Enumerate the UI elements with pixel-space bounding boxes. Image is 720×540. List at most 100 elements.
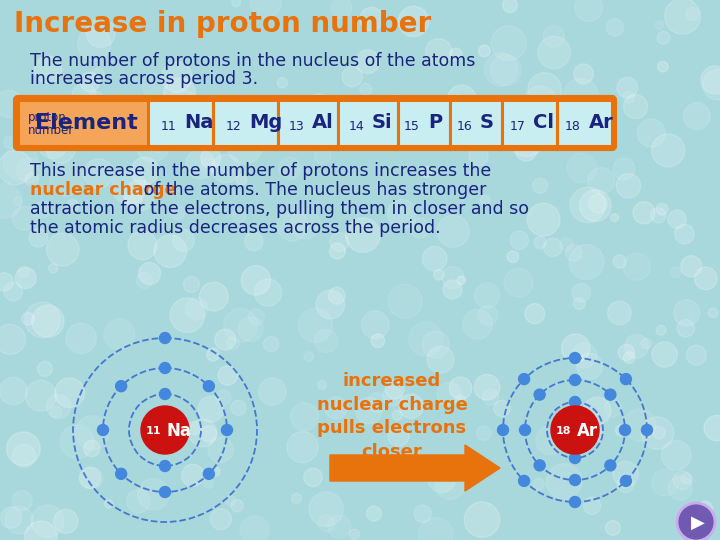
Text: proton: proton xyxy=(28,111,67,124)
Circle shape xyxy=(216,390,231,405)
Circle shape xyxy=(570,375,580,386)
Circle shape xyxy=(138,478,169,510)
Circle shape xyxy=(263,126,284,147)
Circle shape xyxy=(677,503,715,540)
Circle shape xyxy=(330,233,348,252)
Circle shape xyxy=(589,194,607,213)
Circle shape xyxy=(37,127,63,152)
Circle shape xyxy=(543,26,564,47)
Circle shape xyxy=(452,94,462,104)
Circle shape xyxy=(54,509,78,534)
Circle shape xyxy=(188,421,201,435)
Circle shape xyxy=(46,100,63,118)
Circle shape xyxy=(361,311,389,339)
Text: 18: 18 xyxy=(556,426,571,436)
Circle shape xyxy=(125,191,142,207)
Circle shape xyxy=(616,424,627,436)
Circle shape xyxy=(505,268,533,297)
Circle shape xyxy=(87,91,104,108)
Circle shape xyxy=(231,400,246,415)
Circle shape xyxy=(4,145,38,180)
Text: 13: 13 xyxy=(288,120,304,133)
Circle shape xyxy=(662,440,691,470)
Circle shape xyxy=(560,238,573,251)
Circle shape xyxy=(203,381,215,392)
Circle shape xyxy=(201,158,216,173)
Circle shape xyxy=(24,521,58,540)
Circle shape xyxy=(563,78,598,114)
Circle shape xyxy=(291,403,318,431)
Circle shape xyxy=(450,48,462,60)
Circle shape xyxy=(701,66,720,94)
Circle shape xyxy=(624,253,650,280)
Text: of the atoms. The nucleus has stronger: of the atoms. The nucleus has stronger xyxy=(138,181,487,199)
Circle shape xyxy=(494,400,510,417)
Circle shape xyxy=(31,505,64,537)
Circle shape xyxy=(248,309,265,325)
Circle shape xyxy=(409,322,443,356)
Circle shape xyxy=(18,266,30,278)
Text: 16: 16 xyxy=(456,120,472,133)
Text: 18: 18 xyxy=(564,120,580,133)
Circle shape xyxy=(422,331,449,358)
Circle shape xyxy=(349,529,359,539)
Circle shape xyxy=(618,476,631,489)
Circle shape xyxy=(418,518,453,540)
Circle shape xyxy=(570,475,580,485)
Circle shape xyxy=(482,389,499,406)
Circle shape xyxy=(37,127,68,158)
Circle shape xyxy=(141,406,189,454)
Circle shape xyxy=(325,397,347,419)
Circle shape xyxy=(443,280,462,299)
Circle shape xyxy=(617,476,634,492)
Circle shape xyxy=(50,162,84,196)
Text: Na: Na xyxy=(184,112,214,132)
Circle shape xyxy=(152,140,164,153)
Circle shape xyxy=(588,167,615,194)
Circle shape xyxy=(12,206,37,231)
Circle shape xyxy=(160,388,171,400)
Circle shape xyxy=(569,245,604,280)
Circle shape xyxy=(605,389,616,400)
Circle shape xyxy=(356,462,374,480)
Circle shape xyxy=(566,245,582,261)
Circle shape xyxy=(387,199,416,228)
Circle shape xyxy=(97,424,109,435)
Bar xyxy=(450,100,502,146)
Text: Increase in proton number: Increase in proton number xyxy=(14,10,431,38)
Circle shape xyxy=(321,102,350,130)
Circle shape xyxy=(464,502,500,537)
Circle shape xyxy=(104,500,113,508)
Circle shape xyxy=(207,348,220,361)
Circle shape xyxy=(654,21,664,30)
Circle shape xyxy=(349,124,369,143)
Circle shape xyxy=(423,246,447,271)
Circle shape xyxy=(139,262,161,285)
Circle shape xyxy=(608,301,631,325)
Circle shape xyxy=(641,338,652,349)
Text: number: number xyxy=(28,124,74,137)
Circle shape xyxy=(657,62,668,72)
Circle shape xyxy=(72,83,96,107)
Circle shape xyxy=(160,461,171,471)
Circle shape xyxy=(367,393,387,413)
Circle shape xyxy=(442,267,464,288)
Circle shape xyxy=(398,6,429,37)
Circle shape xyxy=(128,231,157,260)
Text: attraction for the electrons, pulling them in closer and so: attraction for the electrons, pulling th… xyxy=(30,200,529,218)
Text: Element: Element xyxy=(35,113,138,133)
Circle shape xyxy=(455,395,466,406)
Circle shape xyxy=(328,287,346,304)
Circle shape xyxy=(360,83,372,95)
Circle shape xyxy=(104,319,135,350)
Circle shape xyxy=(518,374,530,384)
Circle shape xyxy=(704,415,720,441)
Circle shape xyxy=(290,209,320,239)
Circle shape xyxy=(46,133,76,163)
Circle shape xyxy=(360,8,383,31)
Circle shape xyxy=(528,73,562,106)
Circle shape xyxy=(223,308,258,342)
Circle shape xyxy=(399,394,423,418)
Circle shape xyxy=(292,494,302,503)
Circle shape xyxy=(572,343,597,368)
